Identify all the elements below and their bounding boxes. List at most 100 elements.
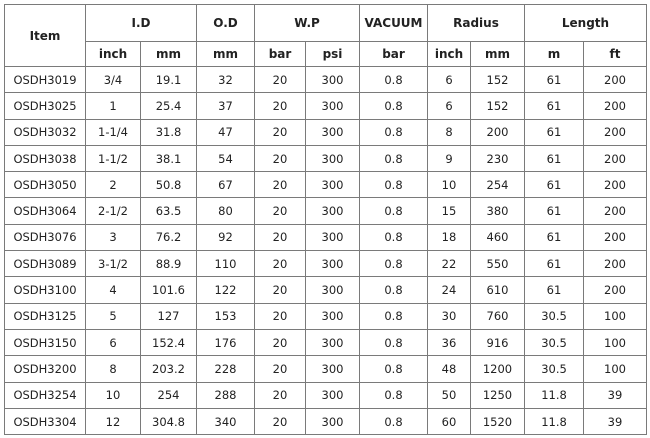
value-cell: 38.1 [140, 144, 197, 173]
header-radius: Radius [427, 4, 525, 42]
unit-header: bar [359, 41, 428, 67]
value-cell: 61 [524, 65, 584, 94]
value-cell: 61 [524, 118, 584, 146]
value-cell: 1250 [470, 381, 525, 409]
value-cell: 20 [254, 381, 306, 409]
table-row: OSDH3019 3/4 19.1 32 20 300 0.8 6 152 61 200 [4, 65, 647, 94]
value-cell: 30 [427, 302, 471, 330]
value-cell: 3-1/2 [85, 250, 141, 278]
value-cell: 300 [305, 381, 360, 409]
value-cell: 0.8 [359, 144, 428, 173]
value-cell: 20 [254, 197, 306, 225]
item-code-cell: OSDH3064 [4, 197, 86, 225]
value-cell: 50.8 [140, 171, 197, 199]
value-cell: 1520 [470, 407, 525, 436]
value-cell: 8 [85, 355, 141, 383]
value-cell: 37 [196, 92, 255, 120]
value-cell: 0.8 [359, 197, 428, 225]
header-item: Item [4, 4, 86, 67]
value-cell: 122 [196, 276, 255, 304]
unit-header: mm [140, 41, 197, 67]
item-code-cell: OSDH3038 [4, 144, 86, 173]
value-cell: 36 [427, 328, 471, 357]
value-cell: 300 [305, 223, 360, 252]
value-cell: 61 [524, 197, 584, 225]
item-code-cell: OSDH3089 [4, 250, 86, 278]
value-cell: 20 [254, 276, 306, 304]
value-cell: 200 [583, 250, 647, 278]
value-cell: 20 [254, 250, 306, 278]
value-cell: 0.8 [359, 65, 428, 94]
value-cell: 200 [583, 197, 647, 225]
value-cell: 100 [583, 302, 647, 330]
value-cell: 10 [85, 381, 141, 409]
value-cell: 60 [427, 407, 471, 436]
value-cell: 304.8 [140, 407, 197, 436]
value-cell: 760 [470, 302, 525, 330]
value-cell: 20 [254, 92, 306, 120]
table-row: OSDH3050 2 50.8 67 20 300 0.8 10 254 61 200 [4, 171, 647, 199]
value-cell: 300 [305, 407, 360, 436]
value-cell: 18 [427, 223, 471, 252]
value-cell: 230 [470, 144, 525, 173]
item-code-cell: OSDH3304 [4, 407, 86, 436]
value-cell: 300 [305, 171, 360, 199]
value-cell: 39 [583, 381, 647, 409]
value-cell: 200 [583, 118, 647, 146]
value-cell: 300 [305, 250, 360, 278]
value-cell: 0.8 [359, 355, 428, 383]
unit-header: mm [470, 41, 525, 67]
value-cell: 0.8 [359, 223, 428, 252]
value-cell: 300 [305, 92, 360, 120]
value-cell: 30.5 [524, 355, 584, 383]
value-cell: 0.8 [359, 92, 428, 120]
value-cell: 88.9 [140, 250, 197, 278]
unit-header: mm [196, 41, 255, 67]
value-cell: 61 [524, 144, 584, 173]
value-cell: 100 [583, 355, 647, 383]
value-cell: 110 [196, 250, 255, 278]
value-cell: 0.8 [359, 381, 428, 409]
value-cell: 15 [427, 197, 471, 225]
table-row: OSDH3150 6 152.4 176 20 300 0.8 36 916 30.5 100 [4, 328, 647, 357]
value-cell: 80 [196, 197, 255, 225]
value-cell: 380 [470, 197, 525, 225]
table-row: OSDH3200 8 203.2 228 20 300 0.8 48 1200 30.5 100 [4, 355, 647, 383]
value-cell: 200 [583, 223, 647, 252]
value-cell: 300 [305, 355, 360, 383]
value-cell: 460 [470, 223, 525, 252]
value-cell: 176 [196, 328, 255, 357]
item-code-cell: OSDH3100 [4, 276, 86, 304]
value-cell: 1200 [470, 355, 525, 383]
value-cell: 61 [524, 223, 584, 252]
value-cell: 0.8 [359, 276, 428, 304]
value-cell: 48 [427, 355, 471, 383]
value-cell: 288 [196, 381, 255, 409]
header-wp: W.P [254, 4, 360, 42]
unit-header: ft [583, 41, 647, 67]
value-cell: 1-1/2 [85, 144, 141, 173]
value-cell: 610 [470, 276, 525, 304]
value-cell: 200 [583, 65, 647, 94]
value-cell: 0.8 [359, 407, 428, 436]
item-code-cell: OSDH3050 [4, 171, 86, 199]
value-cell: 300 [305, 197, 360, 225]
item-code-cell: OSDH3125 [4, 302, 86, 330]
value-cell: 61 [524, 92, 584, 120]
value-cell: 8 [427, 118, 471, 146]
value-cell: 31.8 [140, 118, 197, 146]
value-cell: 4 [85, 276, 141, 304]
table-row: OSDH3254 10 254 288 20 300 0.8 50 1250 11.8 39 [4, 381, 647, 409]
header-od: O.D [196, 4, 255, 42]
value-cell: 0.8 [359, 250, 428, 278]
value-cell: 6 [427, 65, 471, 94]
value-cell: 20 [254, 328, 306, 357]
value-cell: 20 [254, 144, 306, 173]
item-code-cell: OSDH3032 [4, 118, 86, 146]
value-cell: 200 [583, 171, 647, 199]
value-cell: 0.8 [359, 171, 428, 199]
value-cell: 50 [427, 381, 471, 409]
value-cell: 47 [196, 118, 255, 146]
value-cell: 300 [305, 302, 360, 330]
value-cell: 1-1/4 [85, 118, 141, 146]
